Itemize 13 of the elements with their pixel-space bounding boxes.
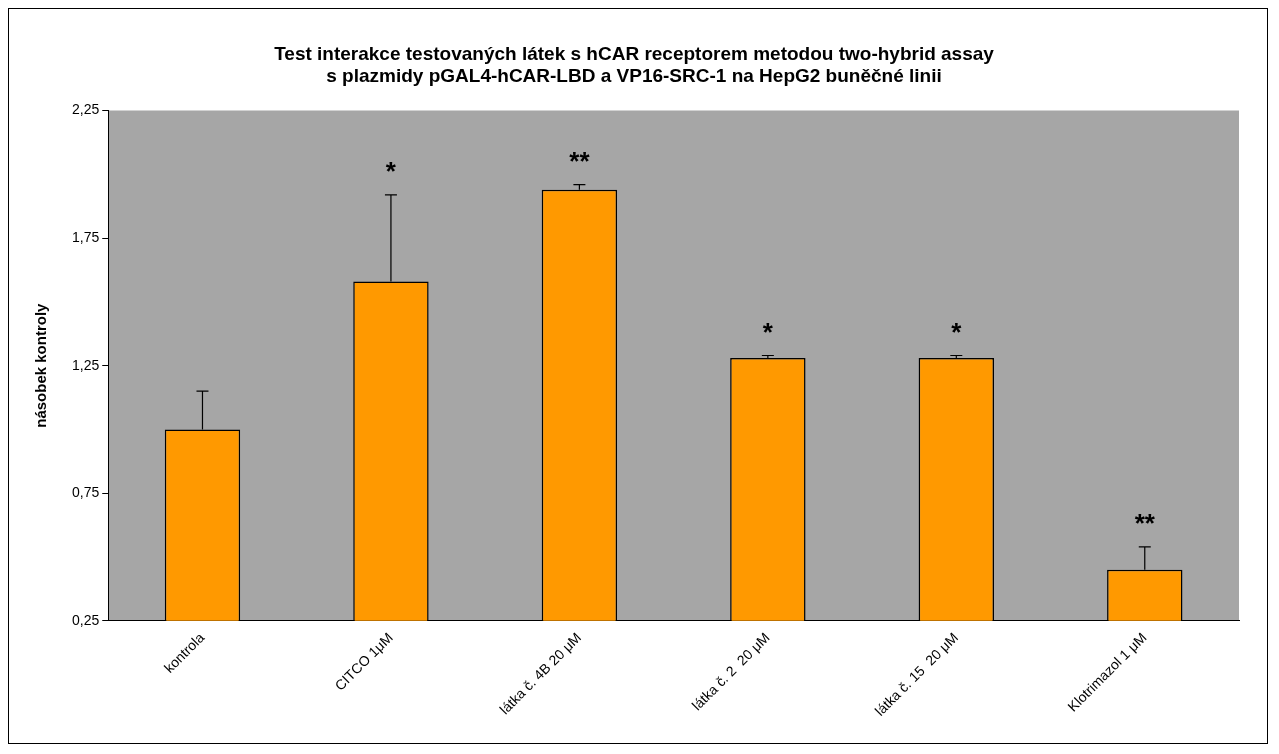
text: Test interakce testovaných látek s hCAR receptorem metodou two-hybrid assay xyxy=(274,42,994,64)
y-tick-label: 0,75 xyxy=(72,484,100,501)
y-tick-label: 1,25 xyxy=(72,356,100,373)
y-tick-label: 1,75 xyxy=(72,229,100,246)
annotation: * xyxy=(385,155,397,186)
annotation: ** xyxy=(1134,507,1156,538)
annotation: * xyxy=(762,316,774,347)
annotation: ** xyxy=(569,145,591,176)
text: s plazmidy pGAL4-hCAR-LBD a VP16-SRC-1 na HepG2 buněčné linii xyxy=(326,65,942,87)
y-tick-label: 0,25 xyxy=(72,611,100,628)
annotation: * xyxy=(951,316,963,347)
y-tick-label: 2,25 xyxy=(72,101,100,118)
y-axis-title: násobek kontroly xyxy=(32,302,50,428)
